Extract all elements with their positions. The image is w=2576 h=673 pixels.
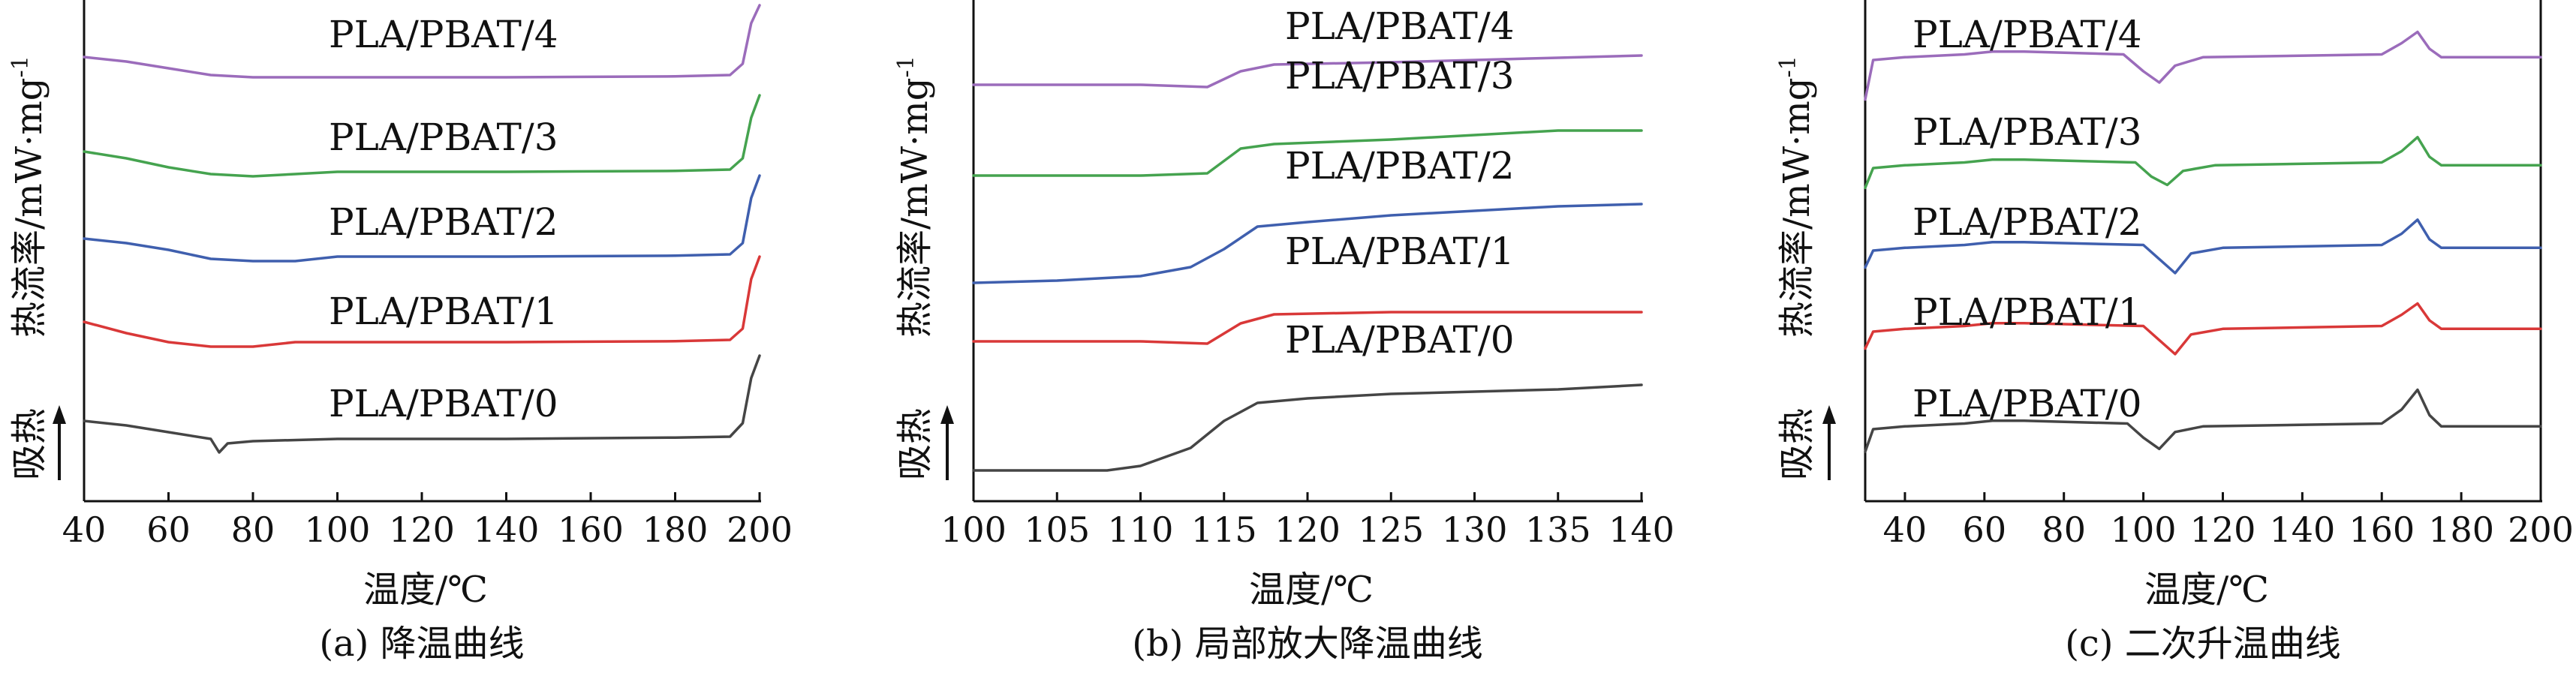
x-tick-label: 180 xyxy=(642,509,709,550)
endotherm-arrow-icon xyxy=(53,405,66,424)
x-tick-label: 80 xyxy=(231,509,275,550)
series-label: PLA/PBAT/3 xyxy=(1285,54,1515,98)
x-tick-label: 140 xyxy=(474,509,540,550)
x-tick-label: 40 xyxy=(62,509,107,550)
x-tick-label: 140 xyxy=(1608,509,1675,550)
series-line xyxy=(972,383,1643,472)
y-axis-label: 热流率/mW·mg-1 xyxy=(893,56,936,338)
x-tick-label: 135 xyxy=(1525,509,1591,550)
y-axis-label-superscript: -1 xyxy=(1775,56,1801,77)
x-axis-label: 温度/℃ xyxy=(363,569,488,611)
x-tick-label: 40 xyxy=(1883,509,1927,550)
series-label: PLA/PBAT/2 xyxy=(1912,200,2142,244)
x-tick-label: 180 xyxy=(2428,509,2494,550)
x-tick-label: 200 xyxy=(727,509,793,550)
series-line xyxy=(1864,136,2542,190)
series-label: PLA/PBAT/4 xyxy=(1285,5,1515,48)
chart-panel-1: 40 60 80 100 120 140 160 180 200 PLA/PBAT/4 PLA/PB… xyxy=(8,0,793,665)
x-tick-label: 160 xyxy=(2349,509,2415,550)
x-tick-label: 115 xyxy=(1191,509,1257,550)
series-line xyxy=(972,311,1643,345)
x-tick-label: 160 xyxy=(558,509,624,550)
chart-panel-2: 100 105 110 115 120 125 130 135 140 PLA/PBAT/4 PLA… xyxy=(893,0,1675,665)
series-line xyxy=(972,203,1643,284)
x-tick-label: 105 xyxy=(1024,509,1090,550)
y-axis-label-text: 热流率/mW·mg xyxy=(894,77,936,338)
y-axis-label: 热流率/mW·mg-1 xyxy=(8,56,50,338)
series-line xyxy=(83,354,761,454)
x-tick-label: 100 xyxy=(940,509,1007,550)
panel-caption: (b) 局部放大降温曲线 xyxy=(1132,623,1482,665)
x-tick-label: 60 xyxy=(1963,509,2007,550)
series-line xyxy=(972,54,1643,89)
series-label: PLA/PBAT/1 xyxy=(1912,290,2142,334)
y-axis-label-group: 吸热 热流率/mW·mg-1 xyxy=(8,56,50,480)
y-axis-label: 热流率/mW·mg-1 xyxy=(1775,56,1818,338)
y-axis-label-group: 吸热 热流率/mW·mg-1 xyxy=(1775,56,1818,480)
y-axis-label-group: 吸热 热流率/mW·mg-1 xyxy=(893,56,936,480)
endotherm-arrow-icon xyxy=(940,405,954,424)
y-axis-label-superscript: -1 xyxy=(893,56,919,77)
x-tick-label: 120 xyxy=(1274,509,1341,550)
series-label: PLA/PBAT/1 xyxy=(1285,230,1515,273)
x-tick-label: 60 xyxy=(146,509,191,550)
series-line xyxy=(1864,218,2542,275)
y-axis-label-text: 热流率/mW·mg xyxy=(8,77,50,338)
series-line xyxy=(1864,388,2542,453)
series-line xyxy=(972,129,1643,177)
series-line xyxy=(83,4,761,79)
chart-panel-3: 40 60 80 100 120 140 160 180 200 PLA/PBAT/4 PLA/PB… xyxy=(1775,0,2574,665)
series-label: PLA/PBAT/2 xyxy=(1285,144,1515,188)
endotherm-arrow-icon xyxy=(1822,405,1836,424)
series-label: PLA/PBAT/0 xyxy=(1912,382,2142,425)
series-label: PLA/PBAT/0 xyxy=(1285,318,1515,362)
series-line xyxy=(1864,30,2542,101)
panel-caption: (a) 降温曲线 xyxy=(319,623,524,665)
y-direction-label: 吸热 xyxy=(894,408,936,480)
x-tick-label: 120 xyxy=(2190,509,2256,550)
y-axis-label-text: 热流率/mW·mg xyxy=(1776,77,1818,338)
x-tick-label: 80 xyxy=(2042,509,2086,550)
x-tick-label: 140 xyxy=(2269,509,2335,550)
series-label: PLA/PBAT/3 xyxy=(329,116,558,159)
series-line xyxy=(83,174,761,263)
series-line xyxy=(83,255,761,348)
x-tick-label: 125 xyxy=(1358,509,1424,550)
x-tick-label: 100 xyxy=(2111,509,2177,550)
series-line xyxy=(83,94,761,178)
series-label: PLA/PBAT/0 xyxy=(329,382,558,425)
x-tick-label: 110 xyxy=(1108,509,1174,550)
x-tick-label: 120 xyxy=(389,509,455,550)
series-label: PLA/PBAT/4 xyxy=(329,13,558,56)
series-label: PLA/PBAT/2 xyxy=(329,200,558,244)
x-tick-label: 130 xyxy=(1442,509,1508,550)
panel-caption: (c) 二次升温曲线 xyxy=(2065,623,2341,665)
x-tick-label: 100 xyxy=(305,509,371,550)
y-direction-label: 吸热 xyxy=(1776,408,1818,480)
x-axis-label: 温度/℃ xyxy=(1249,569,1374,611)
series-label: PLA/PBAT/1 xyxy=(329,290,558,333)
series-label: PLA/PBAT/3 xyxy=(1912,110,2142,154)
series-label: PLA/PBAT/4 xyxy=(1912,13,2142,56)
y-direction-label: 吸热 xyxy=(8,408,50,480)
x-tick-label: 200 xyxy=(2508,509,2574,550)
series-line xyxy=(1864,302,2542,356)
y-axis-label-superscript: -1 xyxy=(8,56,34,77)
x-axis-label: 温度/℃ xyxy=(2144,569,2269,611)
